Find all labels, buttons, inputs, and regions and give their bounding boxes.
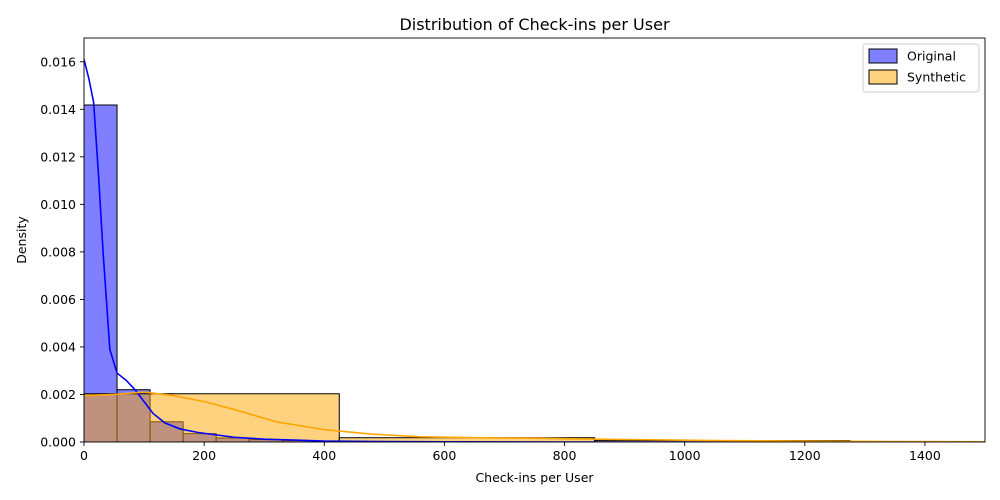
x-axis-label: Check-ins per User	[475, 470, 594, 485]
original-kde-line	[84, 59, 985, 442]
x-tick-label: 1200	[789, 448, 821, 463]
y-tick-label: 0.004	[40, 339, 76, 354]
y-tick-label: 0.008	[40, 244, 76, 259]
original-bar-1	[84, 104, 118, 442]
x-axis: 0 200 400 600 800 1000 1200 1400	[80, 442, 941, 463]
x-tick-label: 200	[192, 448, 216, 463]
synthetic-kde-line	[84, 391, 985, 442]
y-tick-label: 0.002	[40, 387, 76, 402]
chart-title: Distribution of Check-ins per User	[399, 15, 669, 34]
original-bars	[84, 104, 349, 442]
x-tick-label: 600	[432, 448, 456, 463]
y-tick-label: 0.000	[40, 435, 76, 450]
x-tick-label: 1400	[909, 448, 941, 463]
legend-label-synthetic: Synthetic	[907, 70, 966, 85]
y-tick-label: 0.012	[40, 149, 76, 164]
y-tick-label: 0.014	[40, 102, 76, 117]
y-tick-label: 0.006	[40, 292, 76, 307]
x-tick-label: 800	[553, 448, 577, 463]
legend-swatch-original	[868, 48, 898, 64]
legend-swatch-synthetic	[868, 69, 898, 85]
legend-label-original: Original	[907, 49, 956, 64]
x-tick-label: 0	[80, 448, 88, 463]
plot-area	[84, 59, 985, 442]
x-tick-label: 1000	[669, 448, 701, 463]
x-tick-label: 400	[312, 448, 336, 463]
legend: Original Synthetic	[862, 43, 980, 93]
plot-frame	[83, 37, 986, 443]
y-axis: 0.000 0.002 0.004 0.006 0.008 0.010 0.012 0.014…	[40, 54, 84, 450]
y-tick-label: 0.016	[40, 54, 76, 69]
y-axis-label: Density	[14, 216, 29, 264]
y-tick-label: 0.010	[40, 197, 76, 212]
